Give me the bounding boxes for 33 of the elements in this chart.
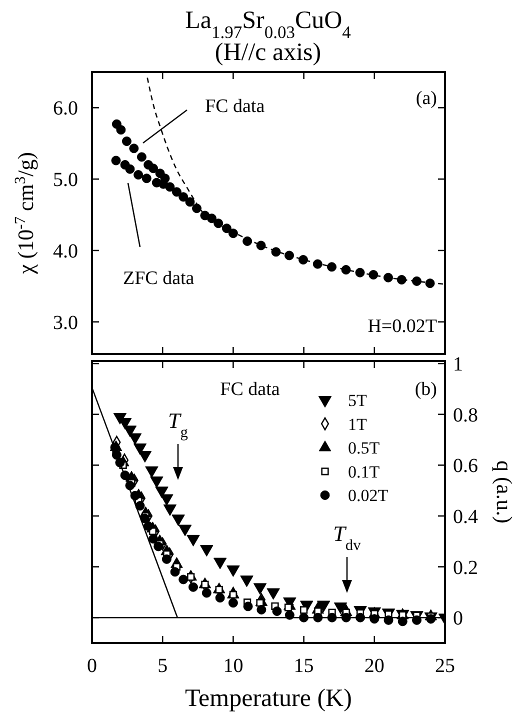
x-tick-label: 10 <box>223 655 244 677</box>
annotation: (a) <box>416 88 437 109</box>
annotation: (b) <box>414 379 437 400</box>
y-tick-label: 5.0 <box>53 169 78 192</box>
chart-subtitle: (H//c axis) <box>214 39 322 66</box>
annotation: FC data <box>205 96 266 117</box>
y2-tick-label: 1 <box>453 354 463 376</box>
x-tick-label: 20 <box>364 655 384 677</box>
annotation: H=0.02T <box>368 316 438 337</box>
y2-tick-label: 0.8 <box>453 404 478 426</box>
annotation: T$_{g}$ <box>168 408 188 440</box>
y2-tick-label: 0.2 <box>453 556 478 579</box>
x-tick-label: 15 <box>294 655 314 677</box>
chart-title: La$_{1.97}$Sr$_{0.03}$CuO$_{4}$ <box>185 7 352 42</box>
legend-label: 0.02T <box>348 486 389 506</box>
legend-label: 0.1T <box>348 462 380 482</box>
y2-tick-label: 0.6 <box>453 455 478 478</box>
y-tick-label: 4.0 <box>53 240 78 262</box>
y-tick-label: 6.0 <box>53 98 78 120</box>
y-tick-label: 3.0 <box>53 312 78 334</box>
x-axis-title: Temperature (K) <box>185 685 352 712</box>
x-tick-label: 5 <box>158 655 168 677</box>
y2-tick-label: 0 <box>453 608 463 630</box>
annotation: T$_{dv}$ <box>333 521 362 554</box>
x-tick-label: 25 <box>435 655 455 677</box>
legend-label: 1T <box>348 414 368 434</box>
y2-axis-title: q (a.u.) <box>492 460 517 524</box>
annotation: ZFC data <box>123 268 195 289</box>
y2-tick-label: 0.4 <box>453 506 478 528</box>
x-tick-label: 0 <box>87 655 97 677</box>
legend-label: 0.5T <box>348 438 380 458</box>
annotation: FC data <box>220 379 280 400</box>
legend-label: 5T <box>348 391 368 410</box>
